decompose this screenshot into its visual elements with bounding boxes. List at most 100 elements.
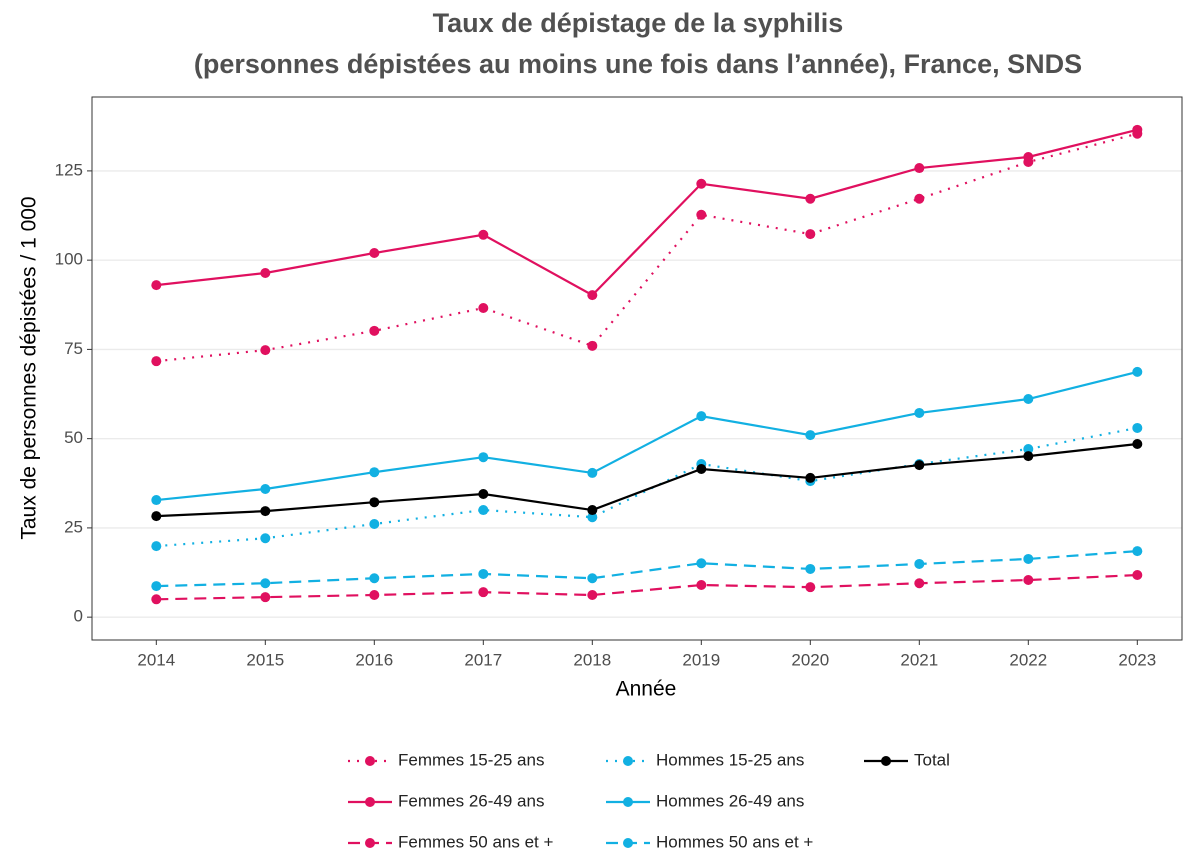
data-point <box>696 558 707 569</box>
data-point <box>260 268 271 279</box>
series-line <box>156 550 1138 588</box>
data-point <box>696 178 707 189</box>
series-line <box>156 442 1138 518</box>
x-tick-label: 2020 <box>791 650 829 669</box>
data-point <box>478 452 489 463</box>
data-point <box>369 590 380 601</box>
data-point <box>1132 124 1143 135</box>
data-point <box>1132 570 1143 581</box>
data-point <box>696 580 707 591</box>
data-point <box>1023 151 1034 162</box>
data-point <box>151 594 162 605</box>
x-tick-label: 2023 <box>1118 650 1156 669</box>
legend-label: Total <box>914 750 950 769</box>
y-tick-label: 50 <box>64 428 83 447</box>
data-point <box>1132 439 1143 450</box>
x-tick-label: 2015 <box>246 650 284 669</box>
data-point <box>587 573 598 584</box>
data-point <box>151 356 162 367</box>
x-tick-label: 2014 <box>137 650 175 669</box>
legend-label: Hommes 50 ans et + <box>656 832 813 851</box>
y-tick-label: 25 <box>64 517 83 536</box>
data-point <box>587 590 598 601</box>
data-point <box>478 587 489 598</box>
data-point <box>696 463 707 474</box>
series-line <box>156 370 1138 502</box>
legend-marker <box>881 756 891 766</box>
chart-title: (personnes dépistées au moins une fois d… <box>194 49 1082 79</box>
legend-marker <box>623 797 633 807</box>
data-point <box>369 497 380 508</box>
data-point <box>1023 394 1034 405</box>
plot-border <box>91 96 1183 641</box>
data-point <box>369 248 380 259</box>
x-axis-title: Année <box>616 678 677 701</box>
legend-marker <box>623 838 633 848</box>
data-point <box>1132 366 1143 377</box>
data-point <box>478 229 489 240</box>
legend-label: Femmes 26-49 ans <box>398 791 544 810</box>
data-point <box>260 578 271 589</box>
x-tick-label: 2022 <box>1009 650 1047 669</box>
data-point <box>1132 422 1143 433</box>
data-point <box>587 505 598 516</box>
y-tick-label: 0 <box>74 607 83 626</box>
data-point <box>914 460 925 471</box>
y-tick-label: 125 <box>55 160 83 179</box>
data-point <box>260 345 271 356</box>
data-point <box>478 568 489 579</box>
data-point <box>478 488 489 499</box>
data-point <box>151 581 162 592</box>
data-point <box>151 495 162 506</box>
data-point <box>1023 575 1034 586</box>
data-point <box>151 541 162 552</box>
legend-label: Hommes 26-49 ans <box>656 791 804 810</box>
data-point <box>805 582 816 593</box>
data-point <box>151 511 162 522</box>
data-point <box>914 407 925 418</box>
data-point <box>587 512 598 523</box>
data-point <box>369 467 380 478</box>
data-point <box>260 483 271 494</box>
data-point <box>805 193 816 204</box>
x-tick-label: 2021 <box>900 650 938 669</box>
data-point <box>151 280 162 291</box>
legend-marker <box>365 756 375 766</box>
legend-label: Femmes 50 ans et + <box>398 832 554 851</box>
data-point <box>260 533 271 544</box>
data-point <box>369 573 380 584</box>
data-point <box>914 578 925 589</box>
data-point <box>914 558 925 569</box>
data-point <box>1023 451 1034 462</box>
legend-marker <box>365 797 375 807</box>
y-tick-label: 75 <box>64 339 83 358</box>
data-point <box>805 563 816 574</box>
data-point <box>696 209 707 220</box>
data-point <box>805 229 816 240</box>
y-tick-label: 100 <box>55 250 83 269</box>
x-tick-label: 2018 <box>573 650 611 669</box>
data-point <box>260 506 271 517</box>
x-tick-label: 2017 <box>464 650 502 669</box>
x-tick-label: 2016 <box>355 650 393 669</box>
data-point <box>587 467 598 478</box>
data-point <box>587 340 598 351</box>
legend-marker <box>365 838 375 848</box>
data-point <box>1023 553 1034 564</box>
data-point <box>478 302 489 313</box>
data-point <box>260 592 271 603</box>
data-point <box>369 518 380 529</box>
chart-title: Taux de dépistage de la syphilis <box>433 8 844 38</box>
series-line <box>156 128 1138 297</box>
legend-label: Femmes 15-25 ans <box>398 750 544 769</box>
series-line <box>156 132 1138 363</box>
x-tick-label: 2019 <box>682 650 720 669</box>
data-point <box>914 193 925 204</box>
data-point <box>1132 546 1143 557</box>
data-point <box>696 411 707 422</box>
data-point <box>587 290 598 301</box>
data-point <box>369 325 380 336</box>
y-axis-title: Taux de personnes dépistées / 1 000 <box>18 196 41 539</box>
data-point <box>478 505 489 516</box>
